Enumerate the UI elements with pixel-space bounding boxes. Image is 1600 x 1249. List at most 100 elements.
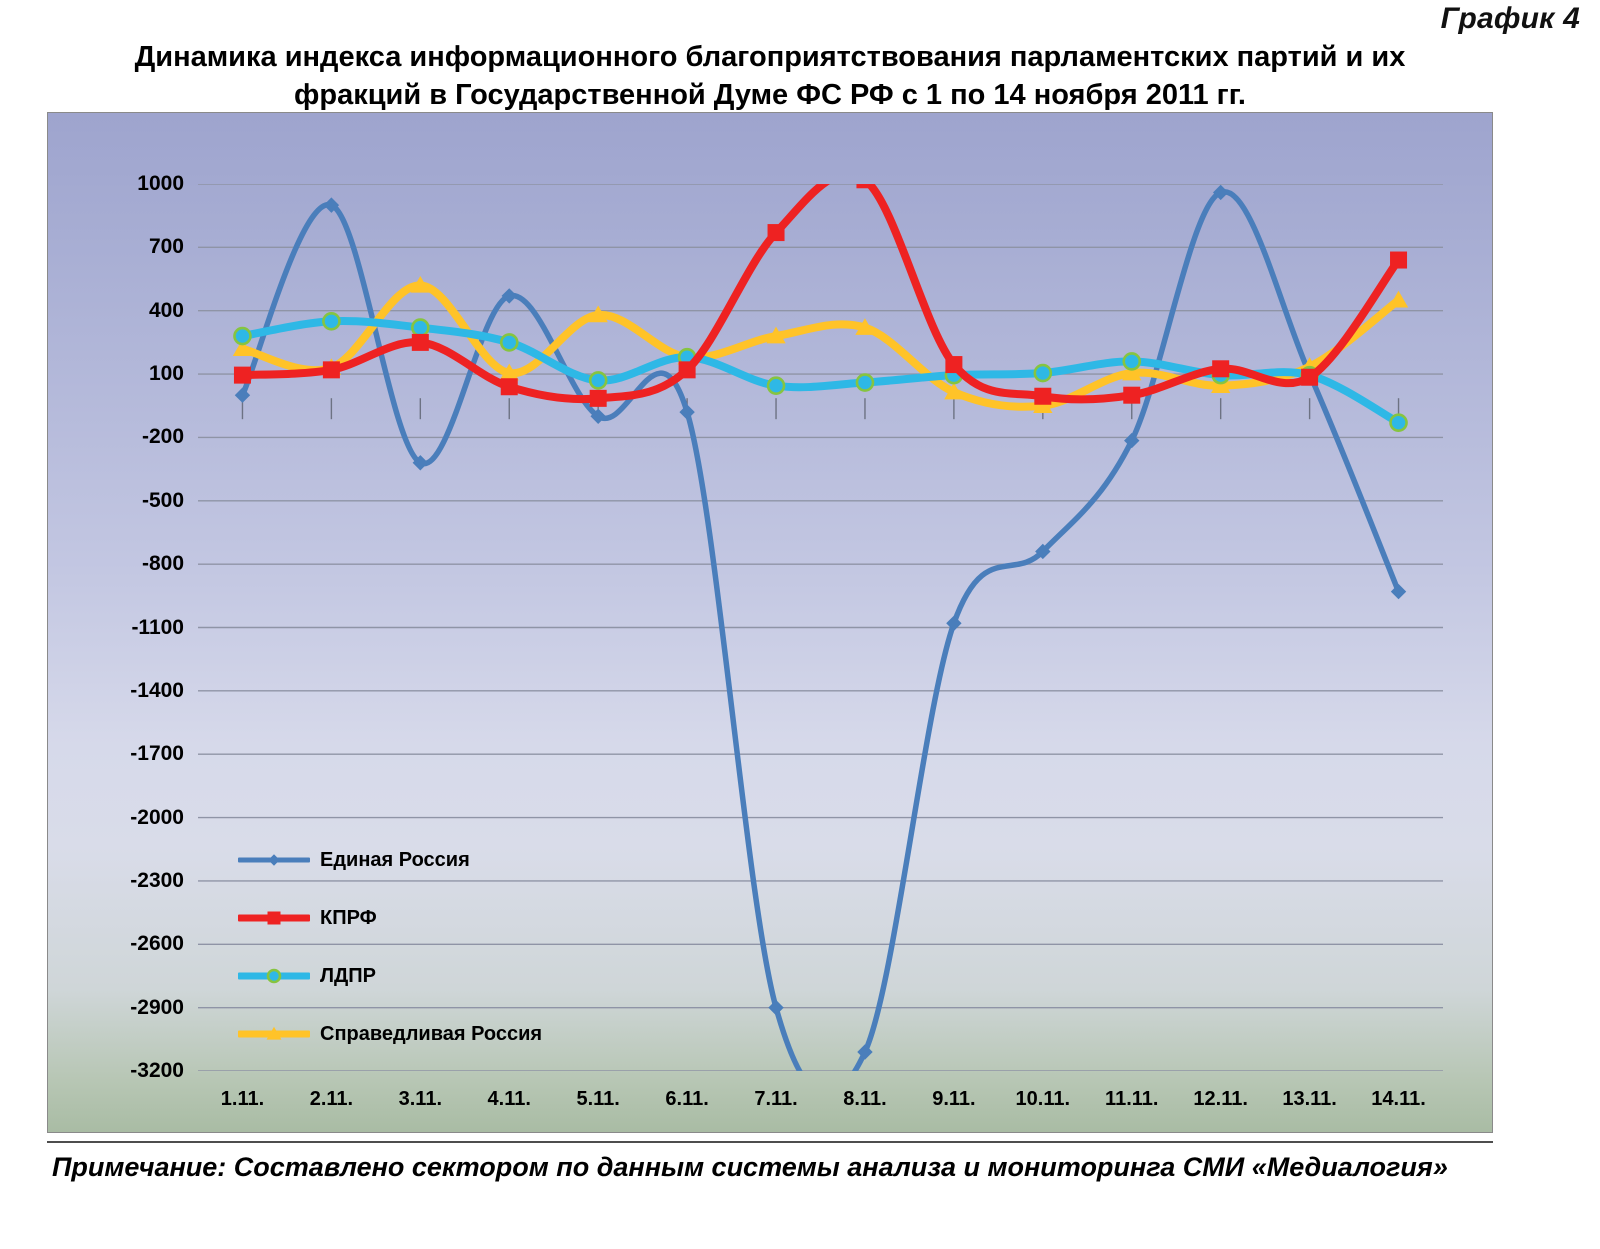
data-point-marker	[1035, 543, 1051, 560]
x-axis-tick-label: 2.11.	[309, 1088, 354, 1110]
chart-title-line-2: фракций в Государственной Думе ФС РФ с 1…	[294, 79, 1246, 112]
data-point-marker	[266, 1026, 282, 1040]
data-point-marker	[411, 333, 429, 351]
data-point-marker	[1034, 387, 1052, 405]
legend-swatch-icon	[238, 966, 310, 986]
data-point-marker	[322, 311, 341, 331]
x-axis-tick-label: 13.11.	[1282, 1088, 1337, 1110]
data-point-marker	[1301, 368, 1319, 386]
data-point-marker	[412, 455, 429, 471]
x-axis-tick-label: 10.11.	[1015, 1088, 1071, 1110]
x-axis-tick-label: 8.11.	[843, 1088, 887, 1110]
series-4	[232, 275, 1409, 414]
y-axis-tick-label: 700	[148, 235, 184, 259]
legend-marker-icon	[266, 1026, 282, 1040]
data-point-marker	[499, 333, 519, 352]
legend-marker-icon	[268, 854, 280, 866]
legend-marker-icon	[267, 911, 281, 925]
source-note: Примечание: Составлено сектором по данны…	[52, 1152, 1448, 1182]
x-tick-marks	[241, 398, 1400, 420]
y-axis-tick-label: -1700	[130, 742, 184, 766]
legend-item-label: ЛДПР	[320, 964, 376, 987]
y-axis-tick-label: -2000	[130, 805, 184, 829]
legend-item-3[interactable]: ЛДПР	[238, 947, 718, 1005]
y-axis-tick-label: -2300	[130, 868, 184, 892]
legend-swatch-icon	[238, 850, 310, 870]
data-point-marker	[233, 366, 251, 384]
x-axis-tick-label: 6.11.	[665, 1088, 709, 1110]
page-title: Динамика индекса информационного благопр…	[50, 38, 1490, 115]
x-axis-tick-label: 3.11.	[398, 1088, 443, 1110]
x-axis-tick-label: 4.11.	[487, 1088, 531, 1110]
data-point-marker	[1212, 360, 1230, 378]
data-point-marker	[1388, 290, 1409, 308]
legend-item-label: Справедливая Россия	[320, 1022, 543, 1045]
y-axis-tick-label: 400	[148, 298, 184, 322]
data-point-marker	[500, 378, 518, 396]
data-point-marker	[233, 326, 252, 346]
y-axis-tick-label: -500	[141, 488, 184, 512]
data-point-marker	[410, 275, 430, 293]
data-point-marker	[1389, 413, 1408, 432]
data-point-marker	[945, 356, 963, 374]
data-point-marker	[855, 318, 875, 335]
y-axis-tick-label: 1000	[137, 172, 184, 195]
legend-item-1[interactable]: Единая Россия	[238, 831, 718, 889]
legend-item-4[interactable]: Справедливая Россия	[238, 1005, 718, 1063]
data-point-marker	[266, 968, 282, 984]
data-point-marker	[1123, 386, 1141, 404]
data-point-marker	[767, 224, 785, 242]
data-point-marker	[588, 371, 608, 390]
legend-swatch-icon	[238, 1024, 310, 1044]
data-point-marker	[855, 373, 875, 392]
data-point-marker	[501, 288, 517, 304]
y-axis-tick-label: -1100	[131, 615, 184, 639]
data-point-marker	[234, 387, 251, 403]
data-point-marker	[1033, 363, 1053, 383]
data-point-marker	[322, 361, 340, 379]
legend-item-label: Единая Россия	[320, 848, 470, 871]
data-point-marker	[768, 999, 784, 1016]
data-point-marker	[857, 1044, 873, 1060]
note-divider	[47, 1141, 1493, 1143]
series-line	[239, 189, 1402, 1071]
x-axis-tick-label: 12.11.	[1193, 1088, 1248, 1110]
chart-title-line-1: Динамика индекса информационного благопр…	[134, 41, 1406, 73]
y-axis-tick-label: 100	[148, 362, 184, 386]
y-axis-tick-label: -2900	[130, 995, 184, 1019]
data-point-marker	[590, 408, 606, 425]
y-axis-tick-label: -3200	[130, 1059, 184, 1082]
figure-number: График 4	[1440, 2, 1580, 35]
data-point-marker	[946, 615, 962, 631]
legend-marker-icon	[266, 968, 282, 984]
data-point-marker	[1390, 583, 1407, 600]
data-point-marker	[1122, 363, 1142, 381]
plot-area	[198, 184, 1443, 1071]
y-axis-tick-label: -1400	[130, 678, 184, 702]
chart-legend: Единая Россия КПРФ ЛДПР Справедливая Россия	[238, 831, 718, 1063]
data-point-marker	[323, 197, 340, 213]
series-2	[233, 184, 1408, 407]
x-axis-tick-label: 1.11.	[220, 1088, 265, 1110]
data-point-marker	[944, 382, 964, 400]
y-axis-tick-label: -2600	[130, 932, 184, 956]
data-point-marker	[856, 184, 874, 189]
y-axis-labels: 1000 700 400 100 -200 -500 -800 -1100 -1400 -1700…	[48, 113, 198, 1132]
y-axis-tick-label: -800	[141, 552, 184, 576]
data-point-marker	[1390, 251, 1408, 269]
data-point-marker	[232, 339, 253, 357]
legend-swatch-icon	[238, 908, 310, 928]
data-point-marker	[589, 389, 607, 407]
legend-item-2[interactable]: КПРФ	[238, 889, 718, 947]
data-point-marker	[588, 305, 608, 323]
data-point-marker	[268, 854, 280, 866]
data-point-marker	[267, 911, 281, 925]
data-point-marker	[1124, 432, 1140, 449]
data-point-marker	[1212, 184, 1229, 201]
x-axis-tick-label: 7.11.	[754, 1088, 798, 1110]
y-axis-tick-label: -200	[141, 425, 184, 449]
data-point-marker	[1033, 396, 1053, 414]
data-point-marker	[411, 318, 430, 337]
x-axis-labels: 1.11. 2.11. 3.11. 4.11. 5.11. 6.11. 7.11. 8.11.…	[198, 113, 1443, 1132]
x-axis-tick-label: 11.11.	[1105, 1088, 1159, 1110]
